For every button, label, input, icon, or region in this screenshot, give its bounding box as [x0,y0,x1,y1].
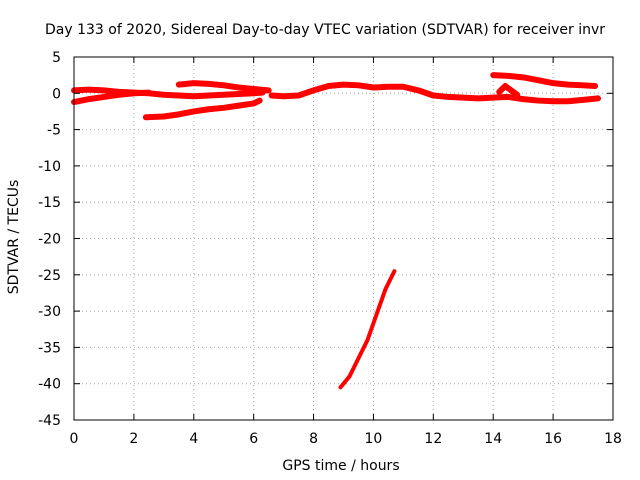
y-axis-label: SDTVAR / TECUs [6,180,22,295]
x-axis-label: GPS time / hours [282,458,399,474]
x-tick-label: 16 [544,431,562,447]
series-track-f [490,72,599,90]
x-tick-label: 12 [424,431,442,447]
series-layer [71,72,602,390]
y-tick-label: -15 [38,195,61,211]
x-tick-label: 8 [309,431,318,447]
x-tick-label: 18 [604,431,622,447]
y-tick-label: -20 [38,232,61,248]
y-tick-label: -45 [38,413,61,429]
y-tick-label: -10 [38,159,61,175]
y-tick-label: 5 [52,50,61,66]
series-track-a [71,86,266,100]
x-tick-label: 4 [189,431,198,447]
y-tick-label: -35 [38,340,61,356]
series-track-h [338,269,397,390]
series-track-b [71,89,152,106]
chart-title: Day 133 of 2020, Sidereal Day-to-day VTE… [45,22,605,38]
y-tick-label: 0 [52,86,61,102]
series-track-e [268,81,602,105]
y-tick-label: -30 [38,304,61,320]
x-tick-label: 0 [70,431,79,447]
x-tick-label: 2 [129,431,138,447]
series-track-c [142,97,263,121]
y-tick-label: -40 [38,377,61,393]
series-track-g [496,83,521,98]
grid-layer [74,57,613,420]
x-tick-label: 10 [365,431,383,447]
x-tick-label: 6 [249,431,258,447]
axes-layer: 0 2 4 6 8 10 12 14 16 18 5 0 -5 -10 -15 -20 -25 -30 -35 -40… [38,50,622,447]
series-track-d [175,80,272,94]
y-tick-label: -5 [47,123,61,139]
plot-frame [73,56,614,421]
x-tick-label: 14 [484,431,502,447]
y-tick-label: -25 [38,268,61,284]
